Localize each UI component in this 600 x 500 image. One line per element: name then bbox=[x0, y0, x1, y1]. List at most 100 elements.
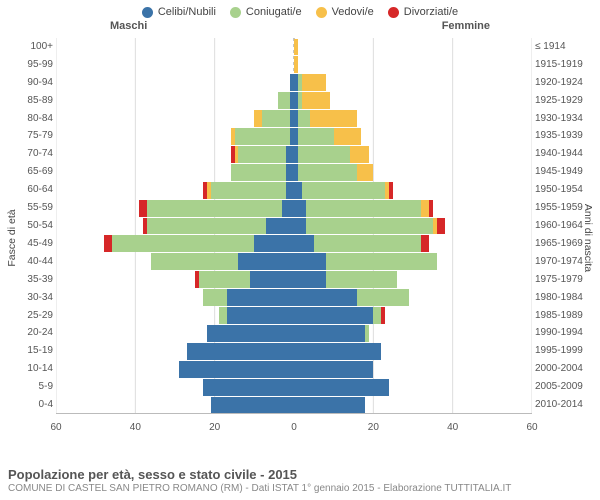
birth-tick: 1995-1999 bbox=[532, 346, 592, 356]
bar-segment bbox=[266, 218, 294, 235]
pyramid-row bbox=[56, 396, 532, 414]
legend-label: Vedovi/e bbox=[332, 6, 374, 18]
bar-segment bbox=[302, 182, 385, 199]
age-tick: 65-69 bbox=[8, 167, 56, 177]
birth-tick: 1985-1989 bbox=[532, 311, 592, 321]
bar-segment bbox=[298, 146, 350, 163]
age-tick: 45-49 bbox=[8, 239, 56, 249]
bar-segment bbox=[306, 218, 433, 235]
birth-tick: 1970-1974 bbox=[532, 257, 592, 267]
bar-segment bbox=[302, 74, 326, 91]
bar-segment bbox=[421, 200, 429, 217]
bar-segment bbox=[147, 200, 282, 217]
birth-tick: 1955-1959 bbox=[532, 203, 592, 213]
birth-tick: 1980-1984 bbox=[532, 293, 592, 303]
pyramid-row bbox=[56, 74, 532, 92]
bar-segment bbox=[294, 397, 365, 414]
x-tick: 20 bbox=[209, 422, 220, 433]
legend-swatch bbox=[388, 7, 399, 18]
age-tick: 70-74 bbox=[8, 149, 56, 159]
age-tick: 35-39 bbox=[8, 275, 56, 285]
birth-tick: 1915-1919 bbox=[532, 60, 592, 70]
bar-segment bbox=[199, 271, 251, 288]
birth-tick: 1965-1969 bbox=[532, 239, 592, 249]
age-axis: 100+95-9990-9485-8980-8475-7970-7465-696… bbox=[8, 38, 56, 414]
legend-swatch bbox=[316, 7, 327, 18]
legend-label: Celibi/Nubili bbox=[158, 6, 216, 18]
bar-segment bbox=[211, 397, 294, 414]
bar-segment bbox=[389, 182, 393, 199]
bar-segment bbox=[211, 182, 286, 199]
age-tick: 5-9 bbox=[8, 382, 56, 392]
pyramid-row bbox=[56, 38, 532, 56]
birth-tick: ≤ 1914 bbox=[532, 42, 592, 52]
age-tick: 85-89 bbox=[8, 96, 56, 106]
bar-segment bbox=[286, 182, 294, 199]
bar-segment bbox=[139, 200, 147, 217]
legend-item: Celibi/Nubili bbox=[142, 6, 216, 18]
x-tick: 40 bbox=[447, 422, 458, 433]
chart-footer: Popolazione per età, sesso e stato civil… bbox=[8, 467, 592, 494]
bar-segment bbox=[231, 164, 287, 181]
x-tick: 60 bbox=[526, 422, 537, 433]
birth-tick: 1960-1964 bbox=[532, 221, 592, 231]
birth-tick: 1930-1934 bbox=[532, 114, 592, 124]
bar-segment bbox=[254, 110, 262, 127]
bar-segment bbox=[235, 128, 291, 145]
legend: Celibi/NubiliConiugati/eVedovi/eDivorzia… bbox=[0, 0, 600, 20]
bar-segment bbox=[294, 200, 306, 217]
bar-segment bbox=[357, 164, 373, 181]
chart-subtitle: COMUNE DI CASTEL SAN PIETRO ROMANO (RM) … bbox=[8, 483, 592, 494]
legend-item: Vedovi/e bbox=[316, 6, 374, 18]
plot-area bbox=[56, 38, 532, 414]
birth-tick: 1975-1979 bbox=[532, 275, 592, 285]
bar-segment bbox=[326, 271, 397, 288]
x-tick: 40 bbox=[130, 422, 141, 433]
bar-segment bbox=[294, 289, 357, 306]
pyramid-row bbox=[56, 92, 532, 110]
bar-segment bbox=[112, 235, 255, 252]
bar-segment bbox=[151, 253, 238, 270]
age-tick: 0-4 bbox=[8, 400, 56, 410]
x-tick: 0 bbox=[291, 422, 297, 433]
legend-swatch bbox=[142, 7, 153, 18]
bar-segment bbox=[195, 271, 199, 288]
age-tick: 50-54 bbox=[8, 221, 56, 231]
bar-segment bbox=[238, 253, 294, 270]
bar-segment bbox=[314, 235, 421, 252]
bar-segment bbox=[227, 307, 294, 324]
bar-segment bbox=[298, 110, 310, 127]
x-tick: 20 bbox=[368, 422, 379, 433]
bar-segment bbox=[294, 182, 302, 199]
bar-segment bbox=[203, 289, 227, 306]
bar-segment bbox=[294, 361, 373, 378]
bar-segment bbox=[298, 128, 334, 145]
bar-segment bbox=[254, 235, 294, 252]
bar-segment bbox=[203, 182, 207, 199]
bar-segment bbox=[298, 164, 358, 181]
pyramid-row bbox=[56, 145, 532, 163]
legend-label: Coniugati/e bbox=[246, 6, 302, 18]
age-tick: 40-44 bbox=[8, 257, 56, 267]
bar-segment bbox=[227, 289, 294, 306]
age-tick: 60-64 bbox=[8, 185, 56, 195]
bar-segment bbox=[294, 253, 326, 270]
pyramid-row bbox=[56, 378, 532, 396]
bar-segment bbox=[373, 307, 381, 324]
bar-segment bbox=[381, 307, 385, 324]
age-tick: 75-79 bbox=[8, 131, 56, 141]
bar-segment bbox=[429, 200, 433, 217]
bar-segment bbox=[310, 110, 358, 127]
bar-segment bbox=[179, 361, 294, 378]
age-tick: 90-94 bbox=[8, 78, 56, 88]
bar-segment bbox=[326, 253, 437, 270]
pyramid-row bbox=[56, 360, 532, 378]
legend-swatch bbox=[230, 7, 241, 18]
bar-segment bbox=[235, 146, 239, 163]
bar-segment bbox=[365, 325, 369, 342]
bar-segment bbox=[278, 92, 290, 109]
bar-segment bbox=[286, 164, 294, 181]
pyramid-row bbox=[56, 271, 532, 289]
bar-segment bbox=[286, 146, 294, 163]
female-label: Femmine bbox=[442, 20, 490, 32]
